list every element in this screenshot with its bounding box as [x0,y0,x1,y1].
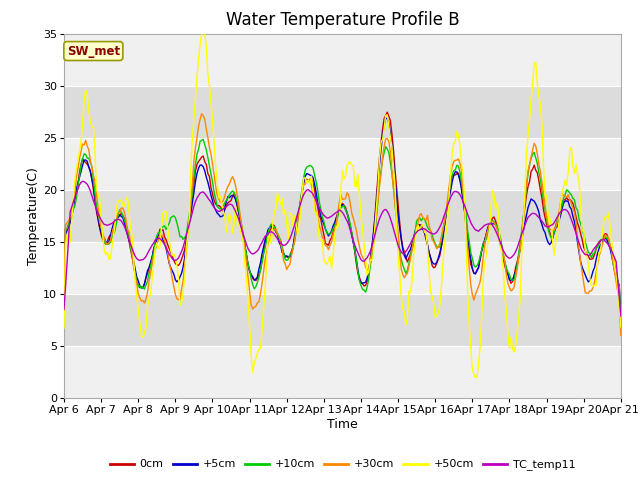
Legend: 0cm, +5cm, +10cm, +30cm, +50cm, TC_temp11: 0cm, +5cm, +10cm, +30cm, +50cm, TC_temp1… [105,455,580,475]
Bar [64,34,621,86]
X-axis label: Time: Time [327,418,358,431]
Text: SW_met: SW_met [67,45,120,58]
Bar [64,86,621,138]
Bar [64,138,621,190]
Bar [64,242,621,294]
Title: Water Temperature Profile B: Water Temperature Profile B [225,11,460,29]
Bar [64,294,621,346]
Y-axis label: Temperature(C): Temperature(C) [27,167,40,265]
Bar [64,190,621,242]
Bar [64,346,621,398]
